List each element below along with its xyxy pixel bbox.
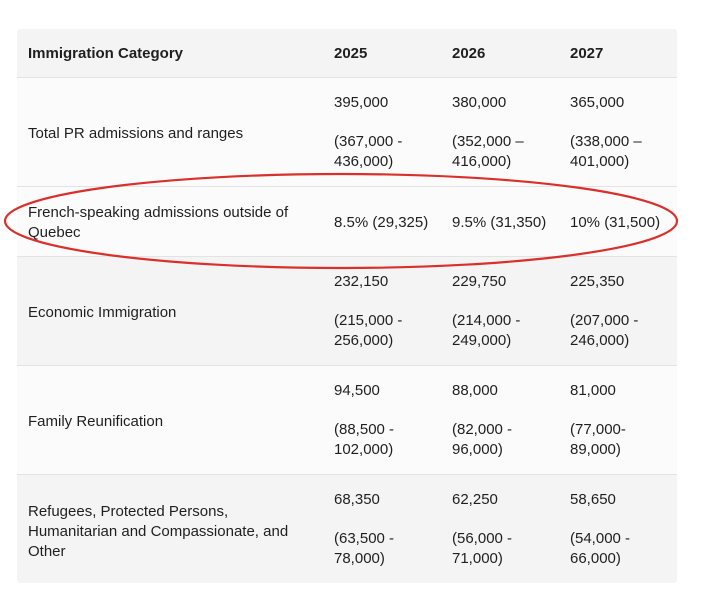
cell-2025: 68,350 (63,500 - 78,000) <box>334 490 446 569</box>
table-row-refugees: Refugees, Protected Persons, Humanitaria… <box>17 475 677 583</box>
cell-range: 89,000) <box>570 441 621 458</box>
header-category: Immigration Category <box>28 45 184 62</box>
cell-range: (63,500 - <box>334 530 395 547</box>
cell-value: 94,500 <box>334 382 380 399</box>
header-2027: 2027 <box>570 45 604 62</box>
cell-value: 380,000 <box>452 94 507 111</box>
cell-2027: 58,650 (54,000 - 66,000) <box>570 490 677 569</box>
table-row-french-speaking: French-speaking admissions outside of Qu… <box>17 187 677 257</box>
cell-value: 58,650 <box>570 491 616 508</box>
cell-range: 78,000) <box>334 550 385 567</box>
cell-range: (215,000 - <box>334 312 403 329</box>
cell-2025: 94,500 (88,500 - 102,000) <box>334 381 446 460</box>
row-label-line: Quebec <box>28 224 81 241</box>
cell-range: (338,000 – <box>570 133 642 150</box>
cell-value: 395,000 <box>334 94 389 111</box>
cell-range: (367,000 - <box>334 133 403 150</box>
cell-2027: 365,000 (338,000 – 401,000) <box>570 93 677 172</box>
cell-2025: 232,150 (215,000 - 256,000) <box>334 272 446 351</box>
cell-range: 71,000) <box>452 550 503 567</box>
cell-range: (77,000- <box>570 421 626 438</box>
header-2025: 2025 <box>334 45 368 62</box>
cell-2026: 9.5% (31,350) <box>452 214 547 231</box>
cell-range: 401,000) <box>570 153 630 170</box>
cell-range: 436,000) <box>334 153 394 170</box>
cell-2027: 225,350 (207,000 - 246,000) <box>570 272 677 351</box>
cell-range: 66,000) <box>570 550 621 567</box>
cell-2026: 380,000 (352,000 – 416,000) <box>452 93 564 172</box>
row-label-line: Humanitarian and Compassionate, and <box>28 523 289 540</box>
row-label: French-speaking admissions outside of Qu… <box>28 203 328 243</box>
row-label-line: French-speaking admissions outside of <box>28 204 289 221</box>
cell-value: 62,250 <box>452 491 498 508</box>
row-label-line: Other <box>28 543 66 560</box>
cell-range: (214,000 - <box>452 312 521 329</box>
row-label-line: Refugees, Protected Persons, <box>28 503 229 520</box>
table-row-economic: Economic Immigration 232,150 (215,000 - … <box>17 257 677 366</box>
cell-2027: 10% (31,500) <box>570 214 661 231</box>
cell-2025: 395,000 (367,000 - 436,000) <box>334 93 446 172</box>
cell-2025: 8.5% (29,325) <box>334 214 429 231</box>
cell-range: (88,500 - <box>334 421 395 438</box>
cell-range: (54,000 - <box>570 530 631 547</box>
cell-range: 102,000) <box>334 441 394 458</box>
cell-2027: 81,000 (77,000- 89,000) <box>570 381 677 460</box>
cell-value: 229,750 <box>452 273 507 290</box>
cell-range: 256,000) <box>334 332 394 349</box>
cell-range: 416,000) <box>452 153 512 170</box>
table-row-family: Family Reunification 94,500 (88,500 - 10… <box>17 366 677 475</box>
cell-value: 68,350 <box>334 491 380 508</box>
cell-value: 232,150 <box>334 273 389 290</box>
cell-2026: 88,000 (82,000 - 96,000) <box>452 381 564 460</box>
cell-value: 81,000 <box>570 382 616 399</box>
cell-range: (56,000 - <box>452 530 513 547</box>
header-2026: 2026 <box>452 45 486 62</box>
immigration-levels-table: Immigration Category 2025 2026 2027 Tota… <box>17 29 677 583</box>
cell-value: 365,000 <box>570 94 625 111</box>
cell-2026: 229,750 (214,000 - 249,000) <box>452 272 564 351</box>
cell-range: 246,000) <box>570 332 630 349</box>
cell-range: 96,000) <box>452 441 503 458</box>
table-row-total-pr: Total PR admissions and ranges 395,000 (… <box>17 78 677 187</box>
cell-range: (207,000 - <box>570 312 639 329</box>
cell-value: 225,350 <box>570 273 625 290</box>
row-label: Total PR admissions and ranges <box>28 125 244 142</box>
cell-value: 88,000 <box>452 382 498 399</box>
table-header-row: Immigration Category 2025 2026 2027 <box>17 29 677 78</box>
cell-range: (82,000 - <box>452 421 513 438</box>
row-label: Refugees, Protected Persons, Humanitaria… <box>28 502 328 562</box>
cell-range: 249,000) <box>452 332 512 349</box>
row-label: Economic Immigration <box>28 304 177 321</box>
cell-range: (352,000 – <box>452 133 524 150</box>
row-label: Family Reunification <box>28 413 164 430</box>
cell-2026: 62,250 (56,000 - 71,000) <box>452 490 564 569</box>
